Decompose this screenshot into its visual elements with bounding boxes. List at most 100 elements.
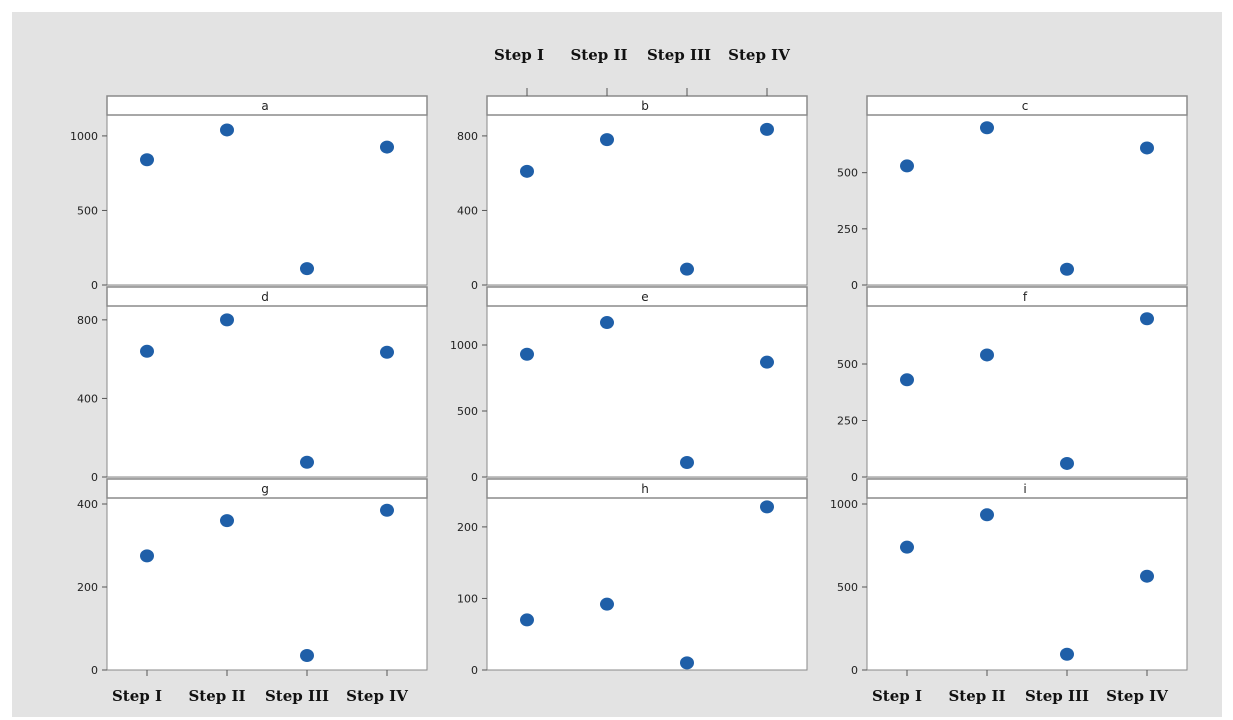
panel-plot-area xyxy=(866,497,1188,671)
data-point xyxy=(380,503,394,517)
x-category-label: Step II xyxy=(948,687,1005,705)
panel-strip xyxy=(866,286,1188,307)
y-tick-label: 250 xyxy=(837,414,858,427)
y-tick-label: 0 xyxy=(851,471,858,484)
data-point xyxy=(600,133,614,147)
y-tick-label: 400 xyxy=(77,498,98,511)
x-category-label: Step IV xyxy=(1106,687,1168,705)
x-category-label: Step III xyxy=(265,687,329,705)
panel-plot-area xyxy=(866,305,1188,478)
data-point xyxy=(760,122,774,136)
panel-strip xyxy=(866,95,1188,116)
y-tick-label: 500 xyxy=(837,581,858,594)
data-point xyxy=(1060,456,1074,470)
y-tick-label: 100 xyxy=(457,592,478,605)
panel-strip-label: i xyxy=(1023,482,1026,496)
data-point xyxy=(680,455,694,469)
data-point xyxy=(220,313,234,327)
data-point xyxy=(520,613,534,627)
y-tick-label: 1000 xyxy=(70,130,98,143)
chart-background: a 0 500 1000 b 0 400 800 c 0 250 500 d 0 400 800 e 0 500 10… xyxy=(12,12,1222,717)
panel-strip-label: h xyxy=(641,482,649,496)
scatter-panel-chart: a05001000b0400800c0250500d0400800e050010… xyxy=(70,46,1188,705)
y-tick-label: 1000 xyxy=(830,498,858,511)
y-tick-label: 0 xyxy=(91,664,98,677)
data-point xyxy=(520,164,534,178)
y-tick-label: 200 xyxy=(457,521,478,534)
panel-plot-area xyxy=(106,497,428,671)
panel-plot-area xyxy=(486,497,808,671)
data-point xyxy=(380,345,394,359)
data-point xyxy=(680,656,694,670)
y-tick-label: 0 xyxy=(851,664,858,677)
panel-strip xyxy=(486,286,808,307)
y-tick-label: 250 xyxy=(837,223,858,236)
panel-plot-area xyxy=(106,305,428,478)
y-tick-label: 200 xyxy=(77,581,98,594)
y-tick-label: 800 xyxy=(77,314,98,327)
y-tick-label: 500 xyxy=(837,167,858,180)
y-tick-label: 0 xyxy=(91,279,98,292)
y-tick-label: 1000 xyxy=(450,339,478,352)
data-point xyxy=(140,153,154,167)
data-point xyxy=(1060,647,1074,661)
y-tick-label: 400 xyxy=(77,392,98,405)
panel-strip-label: d xyxy=(261,290,269,304)
y-tick-label: 500 xyxy=(837,358,858,371)
data-point xyxy=(680,262,694,276)
data-point xyxy=(520,347,534,361)
data-point xyxy=(980,508,994,522)
x-category-label: Step III xyxy=(1025,687,1089,705)
y-tick-label: 0 xyxy=(91,471,98,484)
y-tick-label: 400 xyxy=(457,204,478,217)
panel-strip xyxy=(106,95,428,116)
data-point xyxy=(600,597,614,611)
panel-plot-area xyxy=(866,114,1188,286)
data-point xyxy=(760,355,774,369)
panel-strip-label: c xyxy=(1022,99,1029,113)
x-category-label: Step II xyxy=(570,46,627,64)
data-point xyxy=(900,159,914,173)
panel-strip xyxy=(486,478,808,499)
data-point xyxy=(380,140,394,154)
y-tick-label: 0 xyxy=(471,279,478,292)
data-point xyxy=(1140,312,1154,326)
panel-strip-label: a xyxy=(261,99,268,113)
data-point xyxy=(980,348,994,362)
x-category-label: Step I xyxy=(494,46,544,64)
panel-strip-label: f xyxy=(1023,290,1028,304)
data-point xyxy=(900,373,914,387)
x-category-label: Step I xyxy=(872,687,922,705)
data-point xyxy=(300,455,314,469)
y-tick-label: 500 xyxy=(77,204,98,217)
y-tick-label: 0 xyxy=(471,471,478,484)
panel-strip-label: e xyxy=(641,290,648,304)
data-point xyxy=(980,121,994,135)
data-point xyxy=(140,549,154,563)
panel-strip xyxy=(106,478,428,499)
data-point xyxy=(600,316,614,330)
x-category-label: Step IV xyxy=(346,687,408,705)
data-point xyxy=(220,514,234,528)
y-tick-label: 0 xyxy=(851,279,858,292)
data-point xyxy=(1140,141,1154,155)
x-category-label: Step I xyxy=(112,687,162,705)
data-point xyxy=(140,344,154,358)
panel-strip-label: b xyxy=(641,99,649,113)
data-point xyxy=(1140,569,1154,583)
panel-plot-area xyxy=(486,114,808,286)
data-point xyxy=(300,648,314,662)
panel-strip xyxy=(486,95,808,116)
panel-plot-area xyxy=(486,305,808,478)
panel-strip xyxy=(866,478,1188,499)
panel-plot-area xyxy=(106,114,428,286)
y-tick-label: 0 xyxy=(471,664,478,677)
panel-strip-label: g xyxy=(261,482,269,496)
data-point xyxy=(220,123,234,137)
y-tick-label: 800 xyxy=(457,130,478,143)
x-category-label: Step III xyxy=(647,46,711,64)
data-point xyxy=(900,540,914,554)
data-point xyxy=(1060,262,1074,276)
data-point xyxy=(300,262,314,276)
panel-strip xyxy=(106,286,428,307)
